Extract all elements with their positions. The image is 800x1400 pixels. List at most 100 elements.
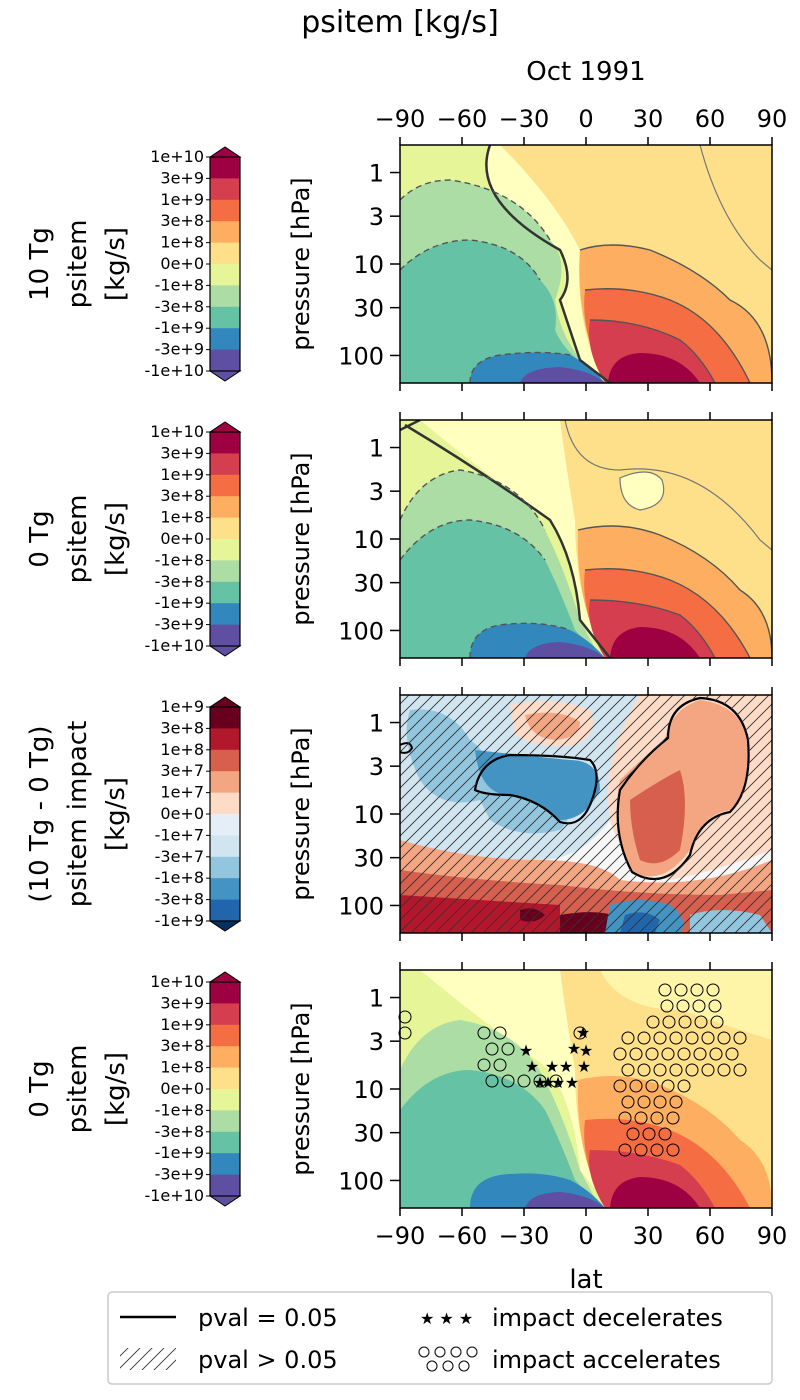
colorbar-tick-label: -1e+8: [155, 550, 204, 569]
impact-accelerates-marker: [677, 1079, 691, 1093]
y-tick-label: 100: [338, 892, 384, 920]
colorbar-panel-3: 1e+9 3e+8 1e+8 3e+7 1e+7 0e+0 -1e+7 -3e+7 -1e+8 -…: [25, 696, 242, 932]
impact-decelerates-marker: ★: [533, 1073, 547, 1092]
legend-stars-swatch: ★ ★ ★: [420, 1309, 473, 1328]
impact-accelerates-marker: [645, 1047, 659, 1061]
impact-accelerates-marker: [685, 1031, 699, 1045]
x-tick-label-bottom: −30: [499, 1222, 550, 1250]
colorbar-band: [210, 199, 240, 222]
impact-accelerates-marker: [637, 1063, 651, 1077]
colorbar-title-line: psitem: [63, 220, 93, 309]
y-axis-label: pressure [hPa]: [287, 1002, 315, 1175]
colorbar-title-line: 0 Tg: [25, 510, 55, 567]
impact-accelerates-marker: [533, 1074, 547, 1088]
impact-accelerates-marker: [517, 1074, 531, 1088]
colorbar-band: [210, 560, 240, 583]
impact-accelerates-marker: [710, 1015, 724, 1029]
y-tick-label: 1: [369, 435, 384, 463]
colorbar-tick-label: 0e+0: [160, 1079, 204, 1098]
colorbar-band: [210, 1003, 240, 1026]
colorbar-title-line: psitem impact: [63, 721, 93, 908]
colorbar-tick-label: -3e+8: [155, 890, 204, 909]
impact-accelerates-marker: [733, 1031, 747, 1045]
colorbar-tick-label: 3e+9: [160, 168, 204, 187]
impact-decelerates-marker: ★: [577, 1057, 591, 1076]
colorbar-tick-label: 3e+8: [160, 211, 204, 230]
colorbar-band: [210, 517, 240, 540]
colorbar-band: [210, 982, 240, 1004]
impact-accelerates-marker: [674, 983, 688, 997]
legend-hatch-label: pval > 0.05: [198, 1346, 338, 1374]
colorbar-band: [210, 603, 240, 626]
axes-panel-1: 1 3 10 30 100 −90 −60 −30 0 30 60 90 pressure [hPa]: [287, 105, 787, 391]
colorbar-tick-label: -3e+9: [155, 1165, 204, 1184]
impact-accelerates-marker: [629, 1079, 643, 1093]
y-axis-label: pressure [hPa]: [287, 452, 315, 625]
colorbar-band: [210, 178, 240, 201]
colorbar-tick-label: 0e+0: [160, 529, 204, 548]
impact-accelerates-marker: [694, 1015, 708, 1029]
colorbar-tick-label: 0e+0: [160, 804, 204, 823]
colorbar-band: [210, 306, 240, 329]
impact-accelerates-marker: [725, 1047, 739, 1061]
colorbar-band: [210, 624, 240, 647]
impact-decelerates-marker: ★: [519, 1041, 533, 1060]
impact-accelerates-marker: [717, 1031, 731, 1045]
colorbar-tick-label: -1e+9: [155, 1143, 204, 1162]
impact-accelerates-marker: [621, 1063, 635, 1077]
colorbar-panel-2: 1e+10 3e+9 1e+9 3e+8 1e+8 0e+0 -1e+8 -3e+8 -1e+9…: [25, 421, 242, 657]
impact-accelerates-marker: [701, 1063, 715, 1077]
impact-accelerates-marker: [398, 1026, 412, 1040]
impact-decelerates-markers: ★★ ★★★ ★ ★ ★★ ★ ★★: [519, 1023, 593, 1092]
impact-accelerates-marker: [501, 1074, 515, 1088]
colorbar-band: [210, 1046, 240, 1069]
colorbar-extend-top: [208, 971, 242, 983]
colorbar-tick-label: 1e+10: [150, 422, 204, 441]
panel-impact: [399, 694, 773, 934]
y-axis-label: pressure [hPa]: [287, 727, 315, 900]
y-tick-label: 1: [369, 160, 384, 188]
y-tick-label: 100: [338, 342, 384, 370]
impact-accelerates-marker: [661, 1079, 675, 1093]
colorbar-tick-label: 1e+8: [160, 508, 204, 527]
colorbar-tick-label: 1e+7: [160, 783, 204, 802]
impact-accelerates-marker: [678, 1015, 692, 1029]
colorbar-extend-top: [208, 421, 242, 433]
legend-circles-label: impact accelerates: [492, 1346, 721, 1374]
colorbar-tick-label: -1e+9: [155, 593, 204, 612]
legend-hatch-swatch: [120, 1348, 176, 1370]
impact-accelerates-marker: [660, 999, 674, 1013]
impact-accelerates-marker: [717, 1063, 731, 1077]
impact-accelerates-marker: [666, 1143, 680, 1157]
impact-accelerates-marker: [613, 1047, 627, 1061]
colorbar-tick-label: -1e+9: [155, 911, 204, 930]
colorbar-band: [210, 856, 240, 879]
impact-decelerates-marker: ★: [565, 1073, 579, 1092]
x-tick-label-top: 90: [757, 105, 788, 133]
y-tick-label: 10: [353, 251, 384, 279]
impact-accelerates-marker: [692, 999, 706, 1013]
colorbar-tick-label: -1e+10: [144, 1186, 204, 1205]
colorbar-tick-label: 0e+0: [160, 254, 204, 273]
impact-accelerates-marker: [650, 1111, 664, 1125]
colorbar-extend-top: [208, 696, 242, 708]
impact-accelerates-marker: [650, 1143, 664, 1157]
colorbar-band: [210, 242, 240, 265]
colorbar-band: [210, 1024, 240, 1047]
panel-10tg: [399, 144, 773, 384]
legend-solid-line-label: pval = 0.05: [198, 1304, 338, 1332]
colorbar-band: [210, 707, 240, 729]
colorbar-tick-label: -1e+7: [155, 825, 204, 844]
impact-accelerates-marker: [658, 983, 672, 997]
colorbar-band: [210, 453, 240, 476]
colorbar-band: [210, 1067, 240, 1090]
colorbar-title-line: [kg/s]: [101, 1052, 131, 1126]
axes-panel-3: 1 3 10 30 100 pressure [hPa]: [287, 687, 773, 941]
colorbar-band: [210, 157, 240, 179]
colorbar-band: [210, 1110, 240, 1133]
impact-decelerates-marker: ★: [525, 1057, 539, 1076]
colorbar-tick-label: 1e+10: [150, 147, 204, 166]
x-tick-label-top: −60: [437, 105, 488, 133]
colorbar-tick-label: -3e+8: [155, 297, 204, 316]
